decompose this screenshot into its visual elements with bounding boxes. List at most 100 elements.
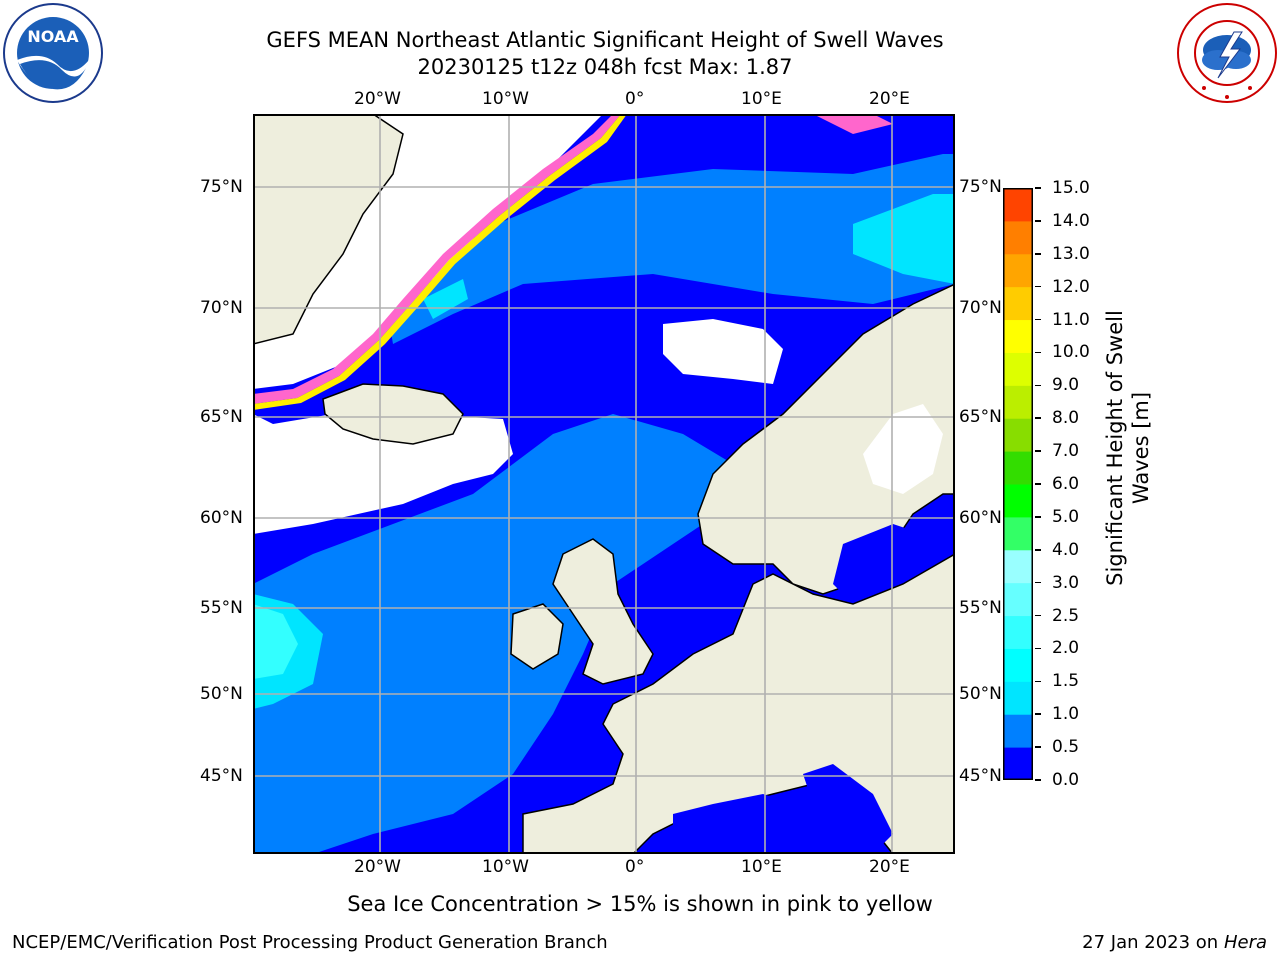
sea-ice-note: Sea Ice Concentration > 15% is shown in … — [347, 892, 933, 916]
colorbar-tick-mark — [1035, 285, 1041, 288]
colorbar-tick-label: 8.0 — [1052, 408, 1080, 429]
missing-data-bothnia — [863, 404, 943, 494]
lon-label-top-0: 0° — [625, 89, 645, 109]
colorbar-tick-label: 12.0 — [1052, 276, 1090, 297]
missing-data-iceland-sea — [253, 414, 513, 534]
lat-label-right-65n: 65°N — [959, 407, 1002, 427]
colorbar-tick-label: 13.0 — [1052, 243, 1090, 264]
sea-baltic — [833, 524, 923, 604]
colorbar-tick-label: 6.0 — [1052, 474, 1080, 494]
lon-label-bottom-10e: 10°E — [741, 857, 782, 877]
swell-band-0-5-north — [383, 154, 955, 344]
colorbar-scale — [1003, 188, 1033, 781]
lat-label-left-70n: 70°N — [200, 298, 243, 318]
colorbar-tick-mark — [1035, 318, 1041, 321]
lat-label-left-60n: 60°N — [200, 508, 243, 528]
lat-label-left-75n: 75°N — [200, 177, 243, 197]
swell-band-1-5-west — [253, 604, 298, 679]
colorbar-label-line1: Significant Height of Swell — [1103, 310, 1127, 586]
colorbar-ticks: 0.0 0.5 1.0 1.5 2.0 2.5 3.0 4.0 5.0 6.0 7.0 8.0 9.0 1… — [1035, 178, 1105, 790]
colorbar-tick-mark — [1035, 549, 1041, 551]
colorbar-tick-mark — [1035, 253, 1041, 255]
swell-height-map — [252, 113, 956, 855]
lat-label-left-45n: 45°N — [200, 766, 243, 786]
lat-label-right-50n: 50°N — [959, 684, 1002, 704]
lon-label-top-20e: 20°E — [869, 89, 910, 109]
colorbar-segment — [1003, 648, 1033, 682]
colorbar-tick-mark — [1035, 384, 1041, 387]
colorbar-tick-label: 4.0 — [1052, 539, 1080, 560]
colorbar-tick-label: 0.0 — [1052, 770, 1080, 790]
nws-logo — [1176, 2, 1278, 104]
colorbar-tick-label: 15.0 — [1052, 178, 1090, 198]
colorbar-segment — [1003, 516, 1033, 551]
colorbar-segment — [1003, 385, 1033, 419]
noaa-logo-text: NOAA — [27, 27, 79, 46]
colorbar-segment — [1003, 418, 1033, 452]
colorbar-segment — [1003, 451, 1033, 485]
colorbar-segment — [1003, 714, 1033, 748]
colorbar-tick-mark — [1035, 483, 1041, 485]
land-ireland — [510, 603, 564, 670]
footer-host: Hera — [1223, 932, 1267, 953]
colorbar-segment — [1003, 747, 1033, 781]
lat-label-right-60n: 60°N — [959, 508, 1002, 528]
lon-label-bottom-0: 0° — [625, 857, 645, 877]
lon-label-bottom-10w: 10°W — [482, 857, 529, 877]
lat-label-right-70n: 70°N — [959, 298, 1002, 318]
sea-ice-svalbard — [813, 114, 893, 134]
colorbar-tick-mark — [1035, 779, 1041, 781]
colorbar-tick-mark — [1035, 713, 1041, 715]
colorbar-tick-label: 5.0 — [1052, 506, 1080, 527]
colorbar-segment — [1003, 188, 1033, 222]
colorbar-frame — [1003, 188, 1033, 780]
map-subtitle: 20230125 t12z 048h fcst Max: 1.87 — [417, 55, 793, 79]
colorbar-tick-label: 1.0 — [1052, 704, 1080, 725]
colorbar-tick-mark — [1035, 417, 1041, 419]
colorbar-tick-mark — [1035, 220, 1041, 222]
colorbar-tick-label: 3.0 — [1052, 572, 1080, 593]
colorbar-segment — [1003, 253, 1033, 288]
colorbar — [1003, 188, 1033, 781]
lon-label-top-10w: 10°W — [482, 89, 529, 109]
noaa-logo: NOAA — [2, 2, 104, 104]
map-panel — [252, 113, 956, 855]
footer-date-text: 27 Jan 2023 on — [1082, 932, 1224, 953]
lat-label-right-45n: 45°N — [959, 766, 1002, 786]
colorbar-segment — [1003, 582, 1033, 617]
colorbar-label-line2: Waves [m] — [1129, 391, 1153, 505]
missing-data-norwegian-sea — [663, 319, 783, 384]
colorbar-segment — [1003, 352, 1033, 386]
lat-label-right-55n: 55°N — [959, 598, 1002, 618]
swell-band-1-0-north — [853, 194, 955, 284]
footer-branch: NCEP/EMC/Verification Post Processing Pr… — [12, 932, 608, 953]
swell-band-1-0-greenland — [423, 279, 468, 319]
colorbar-tick-label: 2.5 — [1052, 605, 1080, 626]
colorbar-tick-mark — [1035, 581, 1041, 584]
swell-band-0-5 — [253, 414, 733, 854]
colorbar-tick-label: 1.5 — [1052, 671, 1080, 692]
lon-label-top-10e: 10°E — [741, 89, 782, 109]
colorbar-tick-mark — [1035, 680, 1041, 683]
colorbar-segment — [1003, 220, 1033, 255]
graticule — [253, 114, 955, 854]
lat-label-left-65n: 65°N — [200, 407, 243, 427]
colorbar-segment — [1003, 549, 1033, 584]
colorbar-tick-mark — [1035, 746, 1041, 748]
lon-label-bottom-20w: 20°W — [354, 857, 401, 877]
colorbar-tick-mark — [1035, 351, 1041, 354]
lat-label-right-75n: 75°N — [959, 177, 1002, 197]
colorbar-segment — [1003, 319, 1033, 353]
colorbar-segment — [1003, 681, 1033, 715]
colorbar-tick-label: 14.0 — [1052, 210, 1090, 231]
colorbar-tick-label: 11.0 — [1052, 309, 1090, 330]
land-great-britain — [552, 538, 654, 685]
colorbar-tick-mark — [1035, 450, 1041, 452]
lon-label-top-20w: 20°W — [354, 89, 401, 109]
colorbar-tick-label: 9.0 — [1052, 375, 1080, 396]
sea-adriatic — [803, 764, 893, 854]
colorbar-tick-mark — [1035, 647, 1041, 650]
map-title: GEFS MEAN Northeast Atlantic Significant… — [266, 28, 944, 52]
land-scandinavia — [697, 282, 956, 595]
land-greenland — [252, 113, 404, 345]
